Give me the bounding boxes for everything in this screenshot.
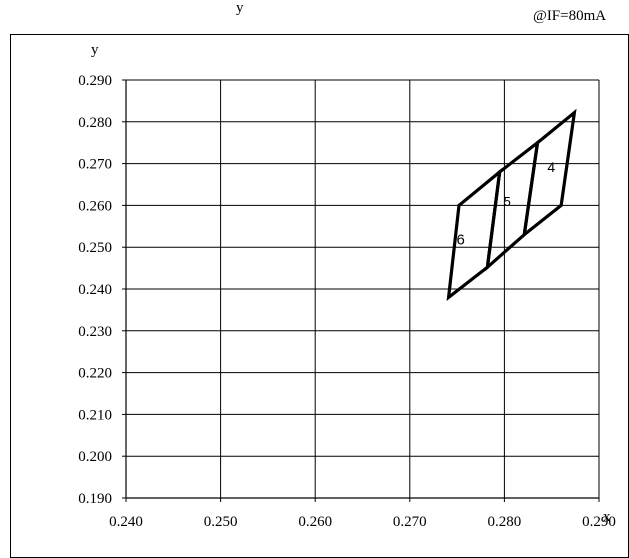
condition-label: @IF=80mA xyxy=(533,8,606,24)
tick-labels: 0.190 0.200 0.210 0.220 0.230 0.240 0.250 0.260… xyxy=(78,73,616,530)
x-axis-label: x xyxy=(603,509,611,525)
y-tick-label: 0.270 xyxy=(78,157,112,173)
top-axis-fragment: y xyxy=(236,0,244,16)
y-tick-label: 0.250 xyxy=(78,240,112,256)
x-tick-label: 0.250 xyxy=(204,514,238,530)
y-tick-label: 0.240 xyxy=(78,282,112,298)
y-axis-label: y xyxy=(91,42,99,58)
y-tick-label: 0.260 xyxy=(78,198,112,214)
y-tick-label: 0.290 xyxy=(78,73,112,89)
y-tick-label: 0.210 xyxy=(78,407,112,423)
bin-label-5: 5 xyxy=(504,194,511,209)
axes xyxy=(122,79,600,502)
x-tick-label: 0.270 xyxy=(393,514,427,530)
x-tick-label: 0.240 xyxy=(109,514,143,530)
y-tick-label: 0.200 xyxy=(78,449,112,465)
x-tick-label: 0.260 xyxy=(298,514,332,530)
bin-label-4: 4 xyxy=(547,159,555,175)
bin-labels: 6 5 4 xyxy=(456,159,555,249)
bin-regions xyxy=(446,108,577,301)
y-tick-label: 0.220 xyxy=(78,366,112,382)
bin-label-6: 6 xyxy=(456,231,464,248)
y-tick-label: 0.280 xyxy=(78,115,112,131)
y-tick-label: 0.190 xyxy=(78,491,112,507)
x-tick-label: 0.290 xyxy=(582,514,616,530)
x-tick-label: 0.280 xyxy=(488,514,522,530)
y-tick-label: 0.230 xyxy=(78,324,112,340)
bin-region-4 xyxy=(522,108,577,239)
